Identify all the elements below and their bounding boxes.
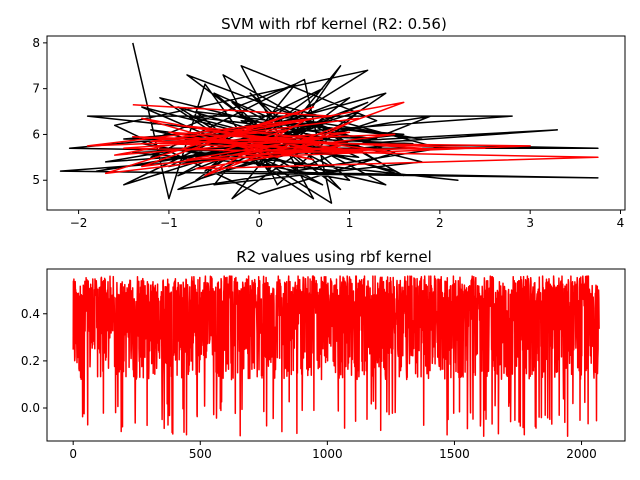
bottom-chart-title: R2 values using rbf kernel xyxy=(236,248,432,266)
top-chart-y-tick-label: 8 xyxy=(32,36,40,50)
bottom-chart-x-tick-label: 2000 xyxy=(566,447,597,461)
bottom-chart-y-tick-label: 0.2 xyxy=(21,354,40,368)
top-chart-y-tick-label: 6 xyxy=(32,127,40,141)
bottom-chart-y-axis: 0.0 0.2 0.4 xyxy=(21,307,47,415)
top-chart-x-tick-label: 1 xyxy=(346,216,354,230)
top-chart-y-tick-label: 7 xyxy=(32,82,40,96)
top-chart-x-tick-label: −2 xyxy=(70,216,88,230)
top-chart: SVM with rbf kernel (R2: 0.56) −2 −1 0 1 2 3 4… xyxy=(32,15,626,230)
top-chart-x-tick-label: −1 xyxy=(160,216,178,230)
bottom-chart: R2 values using rbf kernel 0 500 1000 1500 2… xyxy=(21,248,626,461)
bottom-chart-x-tick-label: 1000 xyxy=(312,447,343,461)
top-chart-x-tick-label: 4 xyxy=(617,216,625,230)
bottom-chart-y-tick-label: 0.4 xyxy=(21,307,40,321)
top-chart-frame xyxy=(46,35,626,211)
bottom-chart-y-tick-label: 0.0 xyxy=(21,401,40,415)
top-chart-x-tick-label: 2 xyxy=(436,216,444,230)
bottom-chart-x-tick-label: 0 xyxy=(69,447,77,461)
bottom-chart-x-tick-label: 500 xyxy=(189,447,212,461)
top-chart-series-line xyxy=(86,101,599,177)
top-chart-title: SVM with rbf kernel (R2: 0.56) xyxy=(221,15,447,33)
top-chart-y-tick-label: 5 xyxy=(32,173,40,187)
top-chart-y-axis: 5 6 7 8 xyxy=(32,36,47,187)
top-chart-plot-area xyxy=(59,42,599,204)
bottom-chart-frame xyxy=(46,268,626,442)
top-chart-x-tick-label: 3 xyxy=(526,216,534,230)
bottom-chart-plot-area xyxy=(72,275,600,437)
top-chart-x-tick-label: 0 xyxy=(255,216,263,230)
top-chart-x-axis: −2 −1 0 1 2 3 4 xyxy=(70,210,625,230)
bottom-chart-series-line xyxy=(72,275,600,437)
bottom-chart-x-axis: 0 500 1000 1500 2000 xyxy=(69,441,597,461)
bottom-chart-x-tick-label: 1500 xyxy=(439,447,470,461)
